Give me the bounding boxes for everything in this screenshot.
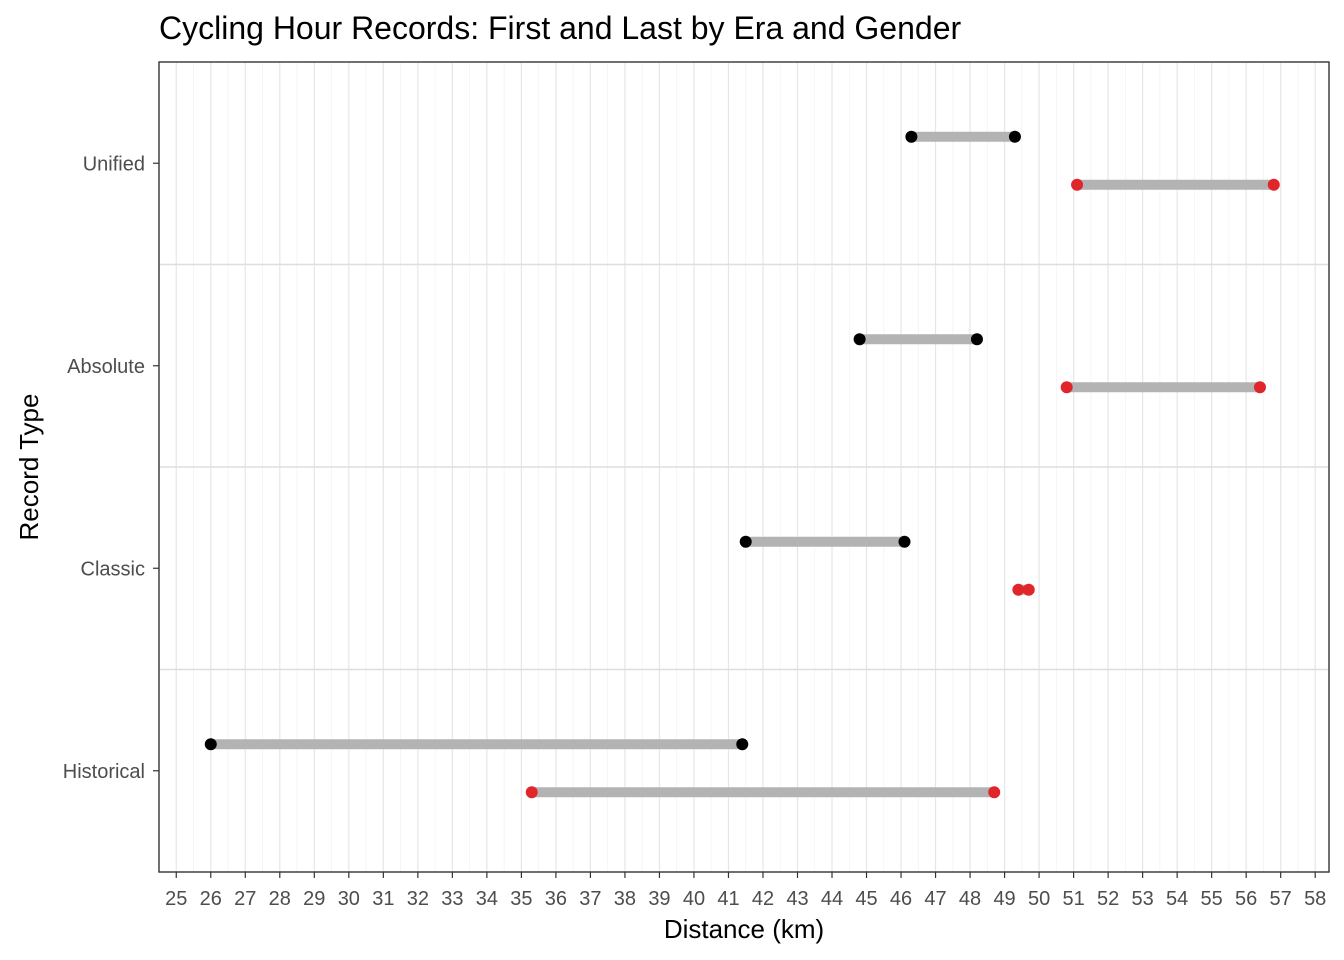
x-tick-label: 28: [269, 888, 291, 910]
x-tick-label: 40: [683, 888, 705, 910]
point-layer: [204, 130, 1280, 799]
x-tick-label: 58: [1304, 888, 1326, 910]
x-tick-label: 35: [510, 888, 532, 910]
point-first: [1071, 178, 1084, 191]
x-tick-label: 53: [1132, 888, 1154, 910]
x-tick-label: 41: [717, 888, 739, 910]
x-tick-label: 44: [821, 888, 843, 910]
x-tick-label: 38: [614, 888, 636, 910]
x-tick-label: 47: [924, 888, 946, 910]
y-tick-label: Historical: [63, 761, 145, 783]
point-first: [853, 333, 866, 346]
x-tick-label: 43: [786, 888, 808, 910]
x-tick-label: 49: [993, 888, 1015, 910]
x-tick-label: 31: [372, 888, 394, 910]
point-last: [970, 333, 983, 346]
x-tick-label: 27: [234, 888, 256, 910]
x-tick-label: 45: [855, 888, 877, 910]
x-tick-label: 48: [959, 888, 981, 910]
x-tick-label: 46: [890, 888, 912, 910]
x-tick-label: 56: [1235, 888, 1257, 910]
y-tick-label: Unified: [83, 153, 145, 175]
x-tick-label: 54: [1166, 888, 1188, 910]
x-tick-label: 30: [338, 888, 360, 910]
x-tick-label: 25: [165, 888, 187, 910]
y-axis-label: Record Type: [14, 393, 44, 541]
x-tick-label: 37: [579, 888, 601, 910]
point-last: [988, 786, 1001, 799]
x-tick-label: 26: [200, 888, 222, 910]
x-tick-label: 42: [752, 888, 774, 910]
x-tick-label: 32: [407, 888, 429, 910]
point-first: [1012, 583, 1025, 596]
x-axis-label: Distance (km): [663, 914, 825, 944]
point-last: [1008, 130, 1021, 143]
point-last: [1253, 381, 1266, 394]
axis-layer: 25 26 27 28 29 30 31 32 33 34 35 36 37 38 39 40 41 42 43 44…: [63, 153, 1327, 910]
grid-layer: [158, 62, 1329, 872]
x-tick-label: 33: [441, 888, 463, 910]
point-first: [905, 130, 918, 143]
x-tick-label: 34: [476, 888, 498, 910]
point-first: [204, 738, 217, 751]
y-tick-label: Classic: [81, 558, 145, 580]
x-tick-label: 29: [303, 888, 325, 910]
y-tick-label: Absolute: [67, 356, 145, 378]
x-tick-label: 39: [648, 888, 670, 910]
x-tick-label: 55: [1201, 888, 1223, 910]
x-tick-label: 57: [1270, 888, 1292, 910]
point-last: [1022, 583, 1035, 596]
x-tick-label: 36: [545, 888, 567, 910]
point-first: [525, 786, 538, 799]
x-tick-label: 51: [1062, 888, 1084, 910]
point-first: [739, 535, 752, 548]
point-last: [898, 535, 911, 548]
point-first: [1060, 381, 1073, 394]
point-last: [1267, 178, 1280, 191]
x-tick-label: 52: [1097, 888, 1119, 910]
chart-title: Cycling Hour Records: First and Last by …: [159, 10, 962, 46]
x-tick-label: 50: [1028, 888, 1050, 910]
panel-border: [158, 61, 1330, 873]
point-last: [736, 738, 749, 751]
